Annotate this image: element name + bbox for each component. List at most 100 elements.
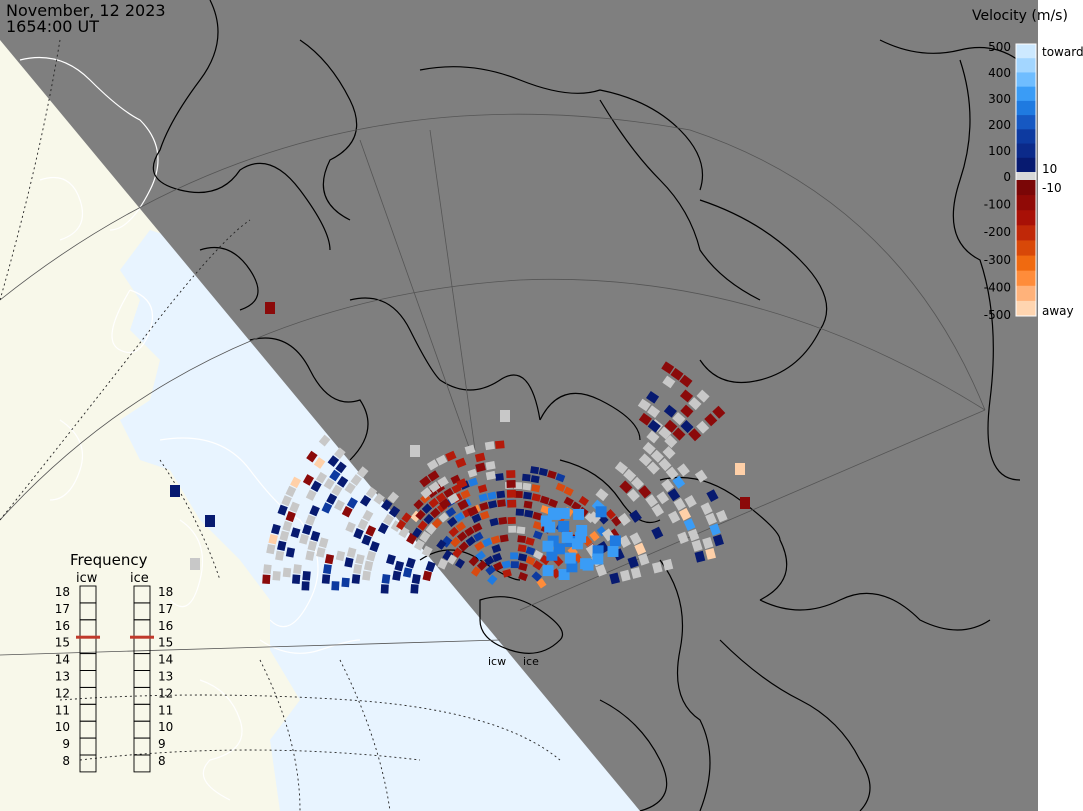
- radar-cell: [506, 489, 517, 498]
- radar-cell: [290, 527, 301, 539]
- radar-cell: [454, 558, 466, 569]
- legend-title: Velocity (m/s): [972, 8, 1068, 24]
- radar-cell: [386, 554, 396, 565]
- radar-cell: [465, 536, 476, 547]
- radar-cell: [704, 413, 718, 427]
- radar-cell: [514, 490, 523, 499]
- map-grid-dotted: [0, 39, 561, 811]
- radar-cell: [492, 552, 503, 563]
- radar-cell: [290, 476, 302, 489]
- radar-cell: [309, 505, 320, 517]
- frequency-scale-label: 17: [55, 602, 70, 616]
- frequency-scale-label: 14: [55, 653, 70, 667]
- radar-cell: [687, 528, 700, 542]
- radar-cell: [634, 542, 647, 556]
- radar-cell: [419, 530, 431, 543]
- site-label-icw: icw: [488, 655, 506, 668]
- legend-toward-segment: [1016, 115, 1036, 130]
- radar-cell: [428, 481, 441, 493]
- radar-cell: [564, 552, 576, 564]
- radar-cell: [662, 558, 674, 571]
- radar-cell: [493, 561, 504, 572]
- radar-cell: [488, 500, 498, 509]
- radar-cell: [523, 491, 532, 500]
- radar-cell: [301, 524, 313, 536]
- radar-cell: [540, 515, 552, 527]
- radar-cell: [542, 540, 554, 552]
- frequency-title: Frequency: [70, 551, 148, 569]
- legend-away-segment: [1016, 195, 1036, 211]
- radar-cell: [323, 478, 335, 490]
- frequency-scale-label: 10: [158, 720, 173, 734]
- legend-toward-label: toward: [1042, 45, 1083, 59]
- radar-cell: [646, 430, 660, 444]
- radar-cell: [381, 499, 393, 512]
- radar-cell: [696, 389, 710, 403]
- legend-colorbar: [1015, 43, 1037, 317]
- radar-cell: [387, 491, 400, 504]
- radar-cell: [607, 546, 619, 557]
- radar-cell: [438, 512, 449, 523]
- frequency-scale-label: 14: [158, 653, 173, 667]
- radar-cell: [525, 537, 535, 546]
- radar-cell: [478, 493, 489, 503]
- radar-cell: [651, 503, 665, 517]
- radar-cell: [629, 532, 642, 546]
- radar-cell: [496, 490, 506, 499]
- radar-cell: [341, 577, 350, 588]
- radar-cell: [401, 512, 412, 523]
- radar-cell: [619, 569, 631, 582]
- radar-cell: [281, 495, 292, 507]
- radar-cell: [647, 419, 661, 433]
- radar-cell: [413, 499, 424, 510]
- radar-cell: [518, 562, 528, 572]
- legend-away-segment: [1016, 225, 1036, 241]
- radar-cell: [487, 574, 498, 585]
- radar-cell: [651, 561, 663, 574]
- radar-cell: [712, 534, 724, 547]
- radar-cell: [422, 570, 433, 582]
- radar-cell: [517, 553, 528, 562]
- radar-cell: [694, 550, 706, 563]
- radar-cell: [490, 535, 501, 545]
- radar-cell: [190, 558, 200, 570]
- radar-cell: [592, 545, 604, 557]
- radar-cell: [664, 435, 678, 449]
- radar-cell: [351, 574, 361, 584]
- legend-away-segment: [1016, 180, 1036, 196]
- radar-cell: [595, 506, 607, 518]
- radar-cell: [573, 508, 585, 520]
- radar-cell: [510, 552, 519, 560]
- radar-cell: [578, 495, 589, 507]
- radar-cell: [544, 521, 556, 533]
- radar-cell: [262, 574, 271, 585]
- radar-cell: [388, 505, 401, 518]
- radar-cell: [361, 534, 372, 546]
- radar-cell: [518, 571, 528, 582]
- radar-cell: [589, 531, 600, 542]
- radar-cell: [421, 503, 433, 514]
- radar-cell: [638, 485, 652, 499]
- radar-cell: [443, 487, 454, 498]
- radar-cell: [359, 494, 372, 507]
- radar-cell: [373, 493, 385, 505]
- legend-tick-label: 0: [1003, 170, 1011, 184]
- radar-cell: [630, 476, 645, 490]
- radar-cell: [522, 473, 531, 482]
- radar-cell: [532, 550, 544, 560]
- legend-away-segment: [1016, 300, 1036, 317]
- radar-cell: [661, 478, 674, 493]
- radar-cell: [410, 584, 419, 594]
- radar-cell: [425, 561, 436, 573]
- radar-cell: [489, 517, 499, 527]
- radar-cell: [479, 510, 490, 520]
- radar-cell: [357, 518, 369, 531]
- radar-cell: [456, 531, 468, 542]
- radar-cell: [658, 426, 672, 440]
- radar-cell: [402, 567, 413, 578]
- radar-cell: [455, 521, 467, 532]
- radar-cell: [662, 446, 676, 460]
- radar-cell: [471, 566, 482, 577]
